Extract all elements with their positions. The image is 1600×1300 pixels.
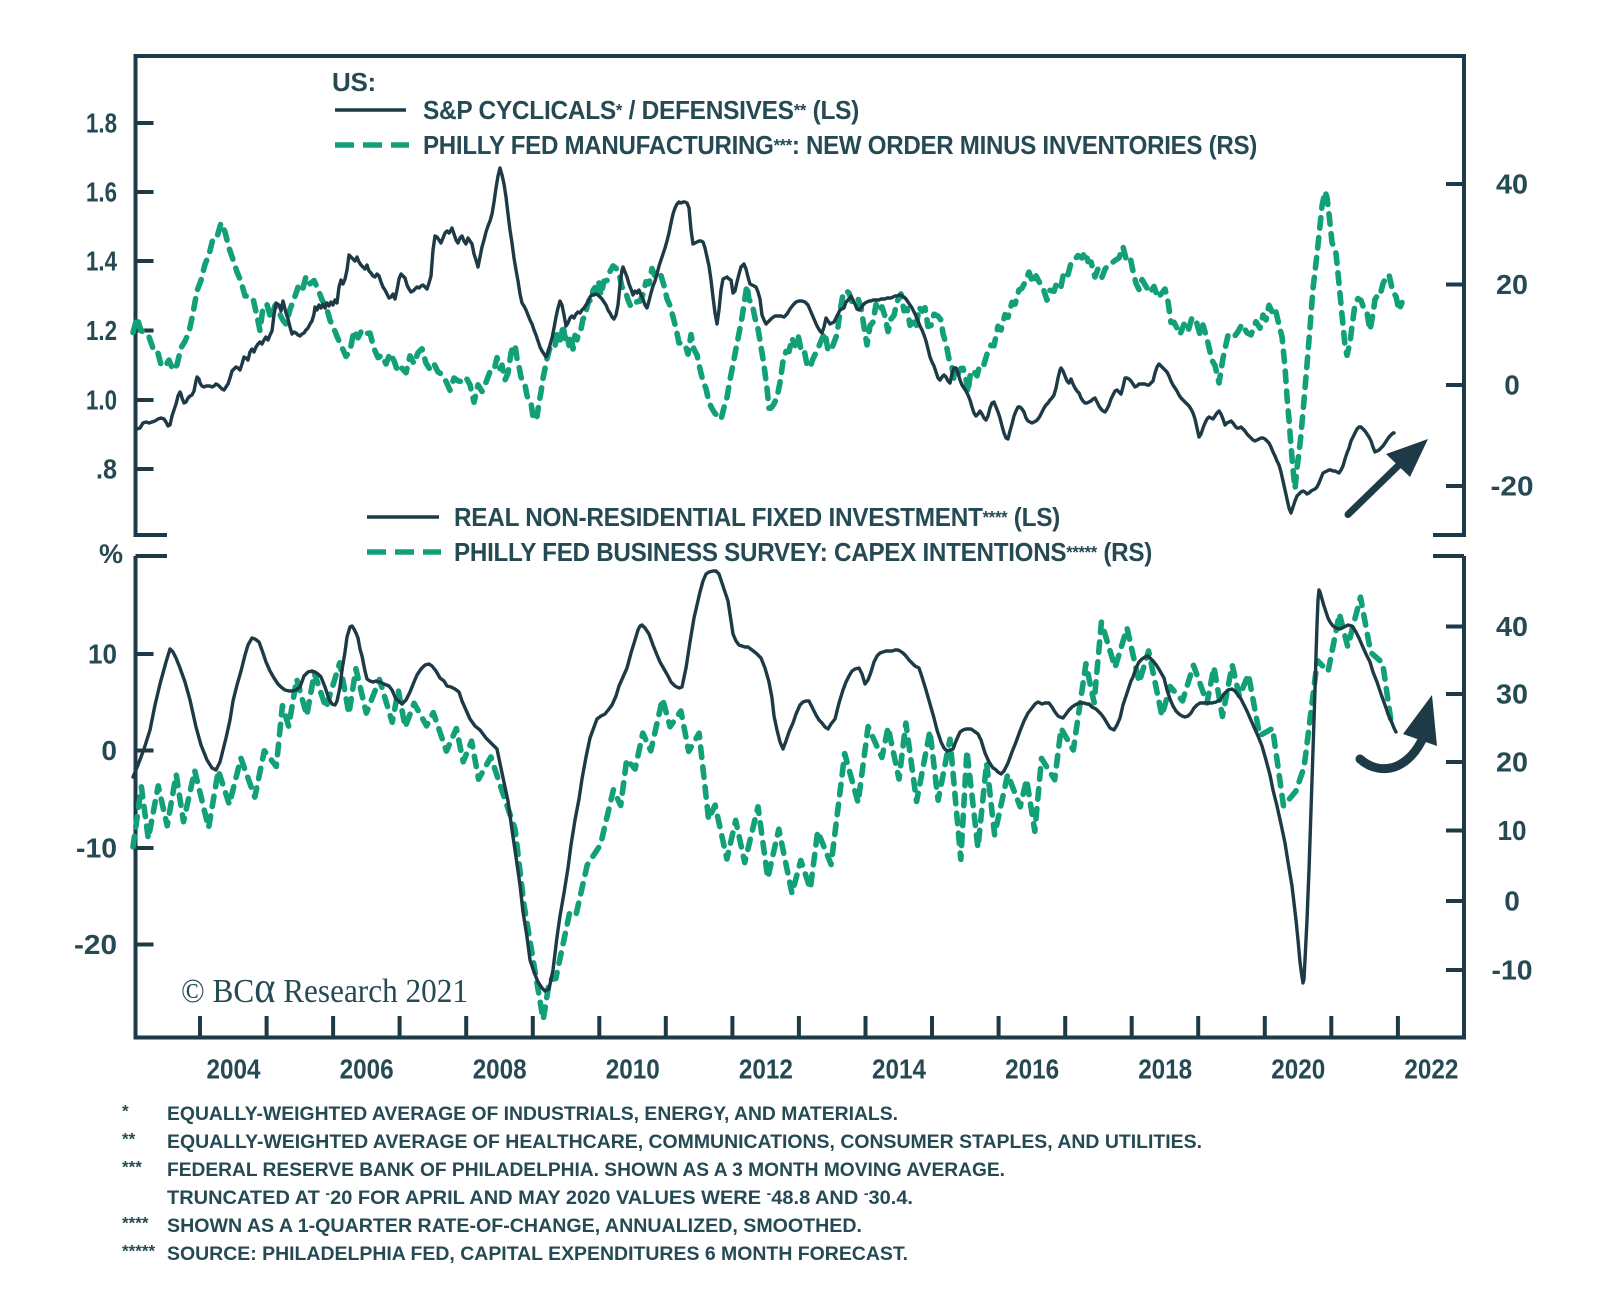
svg-text:EQUALLY-WEIGHTED AVERAGE OF HE: EQUALLY-WEIGHTED AVERAGE OF HEALTHCARE, … <box>167 1131 1202 1153</box>
svg-text:1.6: 1.6 <box>86 177 117 208</box>
svg-text:0: 0 <box>1504 370 1520 401</box>
svg-text:.8: .8 <box>96 454 117 485</box>
svg-text:**: ** <box>122 1130 136 1149</box>
svg-text:2020: 2020 <box>1271 1054 1325 1085</box>
svg-text:2004: 2004 <box>207 1054 261 1085</box>
svg-text:%: % <box>99 539 123 569</box>
svg-text:SOURCE: PHILADELPHIA FED, CAPI: SOURCE: PHILADELPHIA FED, CAPITAL EXPEND… <box>167 1243 908 1265</box>
svg-text:2014: 2014 <box>872 1054 926 1085</box>
svg-text:REAL NON-RESIDENTIAL FIXED INV: REAL NON-RESIDENTIAL FIXED INVESTMENT***… <box>454 502 1060 532</box>
svg-text:EQUALLY-WEIGHTED AVERAGE OF IN: EQUALLY-WEIGHTED AVERAGE OF INDUSTRIALS,… <box>167 1103 898 1125</box>
svg-text:0: 0 <box>101 735 117 766</box>
svg-text:40: 40 <box>1496 169 1528 200</box>
svg-text:1.0: 1.0 <box>86 385 117 416</box>
svg-text:2012: 2012 <box>739 1054 793 1085</box>
svg-text:1.8: 1.8 <box>86 108 117 139</box>
svg-text:0: 0 <box>1504 886 1520 917</box>
svg-text:PHILLY FED MANUFACTURING***: N: PHILLY FED MANUFACTURING***: NEW ORDER M… <box>423 130 1257 160</box>
svg-text:US:: US: <box>332 67 376 97</box>
svg-text:10: 10 <box>88 639 117 670</box>
svg-text:-20: -20 <box>74 929 117 960</box>
svg-text:20: 20 <box>1496 747 1528 778</box>
svg-text:1.4: 1.4 <box>86 246 117 277</box>
svg-text:2010: 2010 <box>606 1054 660 1085</box>
svg-text:2008: 2008 <box>473 1054 527 1085</box>
svg-text:SHOWN AS A 1-QUARTER RATE-OF-C: SHOWN AS A 1-QUARTER RATE-OF-CHANGE, ANN… <box>167 1215 862 1237</box>
svg-text:2006: 2006 <box>340 1054 394 1085</box>
svg-text:2018: 2018 <box>1138 1054 1192 1085</box>
svg-text:TRUNCATED AT -20 FOR APRIL AND: TRUNCATED AT -20 FOR APRIL AND MAY 2020 … <box>167 1186 913 1209</box>
svg-text:10: 10 <box>1498 815 1527 846</box>
svg-text:*****: ***** <box>122 1242 155 1261</box>
svg-text:****: **** <box>122 1214 149 1233</box>
svg-text:20: 20 <box>1496 269 1528 300</box>
svg-text:2016: 2016 <box>1005 1054 1059 1085</box>
svg-text:FEDERAL RESERVE BANK OF PHILAD: FEDERAL RESERVE BANK OF PHILADELPHIA. SH… <box>167 1159 1005 1181</box>
svg-text:1.2: 1.2 <box>86 315 117 346</box>
svg-text:S&P CYCLICALS* / DEFENSIVES**: S&P CYCLICALS* / DEFENSIVES** (LS) <box>423 95 859 125</box>
svg-text:-10: -10 <box>76 833 117 864</box>
svg-text:***: *** <box>122 1158 142 1177</box>
svg-text:-10: -10 <box>1492 955 1533 986</box>
svg-text:2022: 2022 <box>1404 1054 1458 1085</box>
svg-text:*: * <box>122 1102 129 1121</box>
svg-text:30: 30 <box>1496 679 1528 710</box>
svg-text:-20: -20 <box>1491 471 1534 502</box>
svg-text:PHILLY FED BUSINESS SURVEY: CA: PHILLY FED BUSINESS SURVEY: CAPEX INTENT… <box>454 537 1152 567</box>
svg-text:40: 40 <box>1496 611 1528 642</box>
